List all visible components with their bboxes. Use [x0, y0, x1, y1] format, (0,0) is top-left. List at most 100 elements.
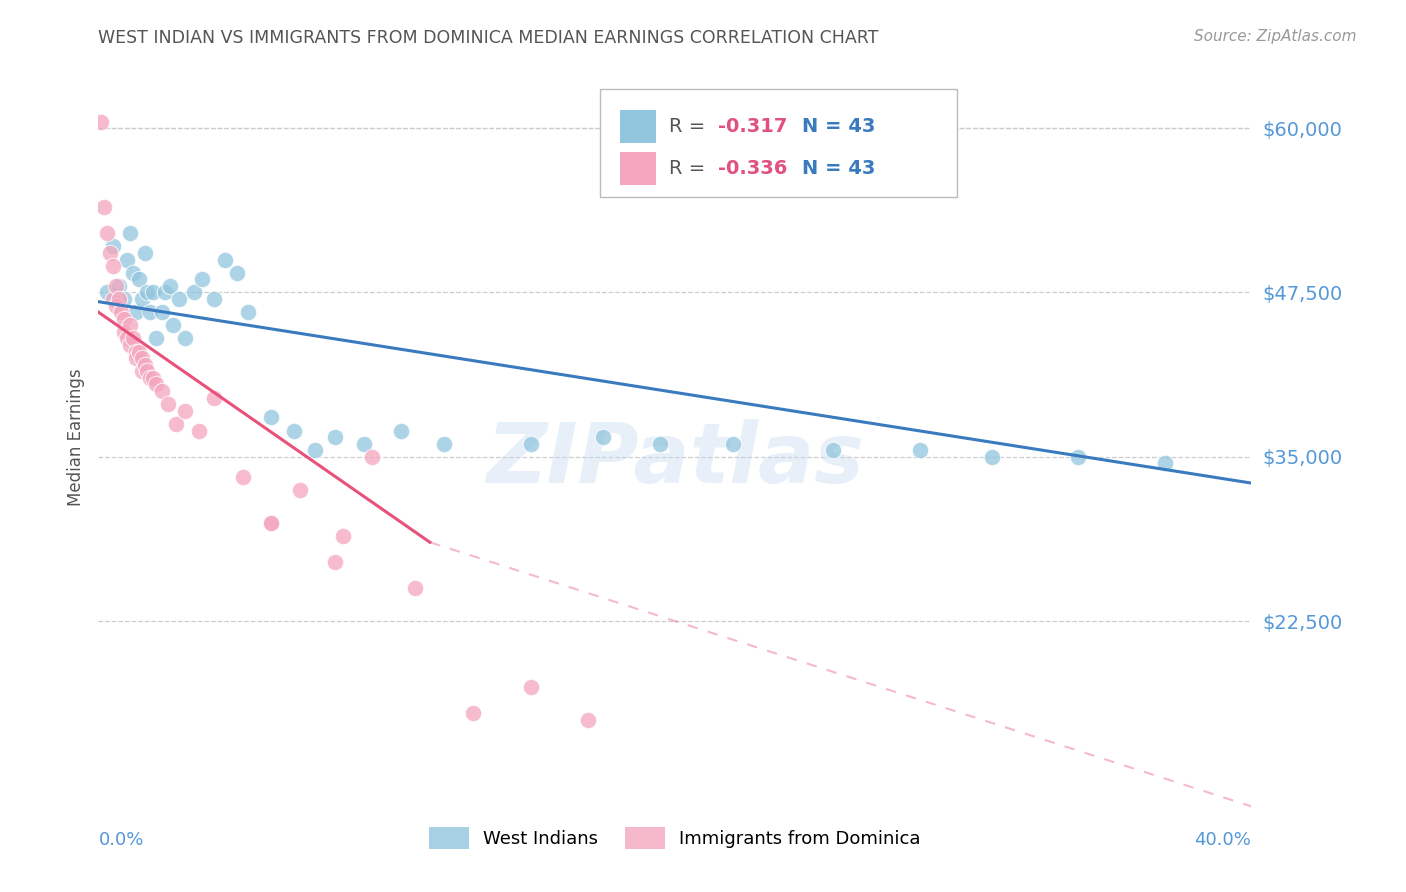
Point [112, 311, 135, 326]
Point [125, 344, 148, 359]
Point [191, 272, 214, 286]
Point [134, 358, 156, 372]
Point [142, 371, 165, 385]
Point [98, 246, 121, 260]
Point [128, 344, 150, 359]
Point [650, 436, 672, 450]
Point [183, 285, 205, 300]
Point [304, 443, 326, 458]
Point [231, 469, 254, 483]
Point [145, 377, 167, 392]
Point [188, 424, 211, 438]
Point [101, 292, 124, 306]
Text: Source: ZipAtlas.com: Source: ZipAtlas.com [1194, 29, 1357, 44]
Point [405, 581, 427, 595]
Point [136, 285, 159, 300]
Point [214, 252, 236, 267]
Point [260, 410, 283, 425]
Point [908, 443, 931, 458]
Legend: West Indians, Immigrants from Dominica: West Indians, Immigrants from Dominica [422, 820, 928, 856]
Text: N = 43: N = 43 [801, 159, 875, 178]
Point [520, 436, 543, 450]
Point [159, 279, 181, 293]
Point [150, 384, 173, 398]
Point [332, 529, 354, 543]
Point [112, 292, 135, 306]
Point [125, 305, 148, 319]
Point [120, 318, 142, 333]
Point [117, 331, 139, 345]
Point [104, 279, 127, 293]
Point [823, 443, 845, 458]
Point [361, 450, 384, 464]
Text: 40.0%: 40.0% [1195, 831, 1251, 849]
Point [156, 397, 179, 411]
Point [136, 364, 159, 378]
Point [290, 483, 312, 497]
Point [389, 424, 412, 438]
Point [260, 516, 283, 530]
Point [592, 430, 614, 444]
Point [145, 331, 167, 345]
Point [167, 292, 190, 306]
Point [120, 227, 142, 241]
Point [112, 325, 135, 339]
Point [142, 285, 165, 300]
Text: R =: R = [669, 117, 711, 136]
Point [225, 266, 247, 280]
Text: -0.317: -0.317 [717, 117, 787, 136]
Point [128, 272, 150, 286]
Point [125, 351, 148, 366]
Point [323, 430, 346, 444]
Text: WEST INDIAN VS IMMIGRANTS FROM DOMINICA MEDIAN EARNINGS CORRELATION CHART: WEST INDIAN VS IMMIGRANTS FROM DOMINICA … [98, 29, 879, 47]
Point [353, 436, 375, 450]
Point [1154, 456, 1177, 470]
FancyBboxPatch shape [600, 88, 957, 197]
Point [93, 200, 115, 214]
Point [117, 252, 139, 267]
Point [578, 713, 600, 727]
Point [174, 404, 197, 418]
Point [120, 338, 142, 352]
Text: -0.336: -0.336 [717, 159, 787, 178]
Point [162, 318, 184, 333]
Point [96, 227, 118, 241]
Text: ZIPatlas: ZIPatlas [486, 419, 863, 500]
Point [107, 292, 129, 306]
Point [96, 285, 118, 300]
Point [150, 305, 173, 319]
Point [981, 450, 1004, 464]
Point [721, 436, 744, 450]
Point [131, 292, 153, 306]
Point [202, 391, 225, 405]
Point [323, 555, 346, 569]
Point [134, 246, 156, 260]
Point [104, 299, 127, 313]
Point [122, 331, 145, 345]
Point [107, 279, 129, 293]
Point [461, 706, 484, 720]
Point [131, 351, 153, 366]
Point [153, 285, 176, 300]
FancyBboxPatch shape [620, 110, 657, 143]
Point [122, 266, 145, 280]
Point [202, 292, 225, 306]
FancyBboxPatch shape [620, 152, 657, 185]
Point [131, 364, 153, 378]
Text: 0.0%: 0.0% [98, 831, 143, 849]
Point [110, 305, 132, 319]
Point [520, 680, 543, 694]
Point [260, 516, 283, 530]
Point [165, 417, 187, 431]
Y-axis label: Median Earnings: Median Earnings [66, 368, 84, 506]
Point [174, 331, 197, 345]
Point [101, 239, 124, 253]
Point [238, 305, 260, 319]
Point [433, 436, 456, 450]
Point [1067, 450, 1090, 464]
Point [90, 114, 112, 128]
Point [139, 371, 162, 385]
Text: R =: R = [669, 159, 711, 178]
Point [139, 305, 162, 319]
Point [283, 424, 305, 438]
